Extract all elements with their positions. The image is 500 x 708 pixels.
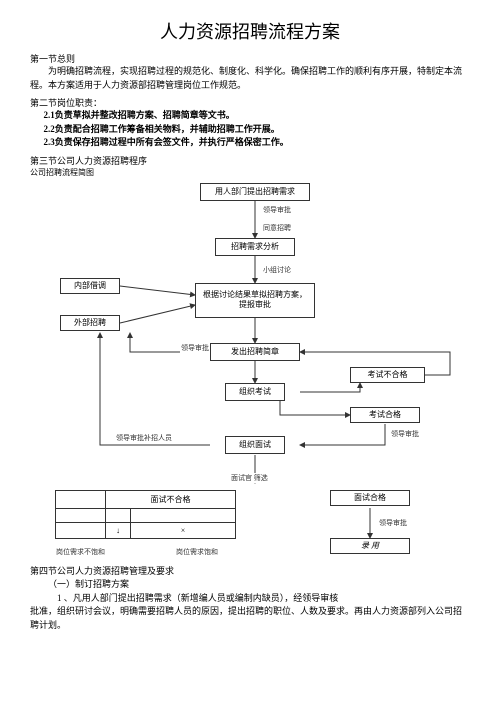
section4-p1a: 1 、凡用人部门提出招聘需求（新增编人员或编制内缺员），经领导审核 bbox=[30, 592, 470, 606]
node-external: 外部招聘 bbox=[60, 315, 120, 331]
section4-p1b: 批准，组织研讨会议，明确需要招聘人员的原因，提出招聘的职位、人数及要求。再由人力… bbox=[30, 605, 470, 632]
edge-lead-approve: 领导审批 bbox=[378, 518, 408, 528]
edge-approve3: 领导审批 bbox=[390, 429, 420, 439]
node-interview: 组织面试 bbox=[225, 436, 285, 454]
edge-approve2: 领导审批 bbox=[180, 343, 210, 353]
node-exam-fail: 考试不合格 bbox=[350, 367, 425, 383]
edge-agree: 同意招聘 bbox=[262, 223, 292, 233]
section3-header: 第三节公司人力资源招聘程序 bbox=[30, 154, 470, 167]
node-hire: 录 用 bbox=[330, 538, 410, 554]
section1-body: 为明确招聘流程，实现招聘过程的规范化、制度化、科学化。确保招聘工作的顺利有序开展… bbox=[30, 65, 470, 92]
edge-discuss: 小组讨论 bbox=[262, 265, 292, 275]
s2-item3: 2.3负责保存招聘过程中所有会签文件，并执行严格保密工作。 bbox=[30, 136, 470, 150]
node-publish: 发出招聘简章 bbox=[210, 343, 300, 361]
label-need2: 岗位需求饱和 bbox=[175, 547, 219, 557]
s2-item2: 2.2负责配合招聘工作筹备相关物料，并辅助招聘工作开展。 bbox=[30, 123, 470, 137]
edge-screen: 面试官 筛选 bbox=[230, 473, 269, 483]
label-need1: 岗位需求不饱和 bbox=[55, 547, 106, 557]
section2-header: 第二节岗位职责： bbox=[30, 96, 470, 109]
edge-approve1: 领导审批 bbox=[262, 205, 292, 215]
s2-item1: 2.1负责草拟并整改招聘方案、招聘简章等文书。 bbox=[30, 109, 470, 123]
node-internal: 内部借调 bbox=[60, 278, 120, 294]
node-exam: 组织考试 bbox=[225, 383, 285, 401]
node-exam-pass: 考试合格 bbox=[350, 407, 420, 423]
bottom-diagram: 面试不合格 ↓× 面试合格 领导审批 录 用 岗位需求不饱和 岗位需求饱和 bbox=[30, 490, 470, 565]
section4-sub: （一）制订招聘方案 bbox=[30, 578, 470, 592]
section1-header: 第一节总则 bbox=[30, 52, 470, 65]
node-analysis: 招聘需求分析 bbox=[215, 238, 295, 256]
section3-sub: 公司招聘流程简图 bbox=[30, 167, 470, 179]
flowchart: 用人部门提出招聘需求 领导审批 同意招聘 招聘需求分析 小组讨论 根据讨论结果草… bbox=[30, 183, 470, 488]
edge-supplement: 领导审批补招人员 bbox=[115, 433, 173, 443]
section4-header: 第四节公司人力资源招聘管理及要求 bbox=[30, 565, 470, 579]
node-interview-pass: 面试合格 bbox=[330, 490, 410, 506]
node-request: 用人部门提出招聘需求 bbox=[200, 183, 310, 201]
node-draft: 根据讨论结果草拟招聘方案，提报审批 bbox=[195, 283, 315, 318]
page-title: 人力资源招聘流程方案 bbox=[30, 18, 470, 44]
cell-fail: 面试不合格 bbox=[106, 490, 236, 508]
fail-table: 面试不合格 ↓× bbox=[55, 490, 236, 539]
